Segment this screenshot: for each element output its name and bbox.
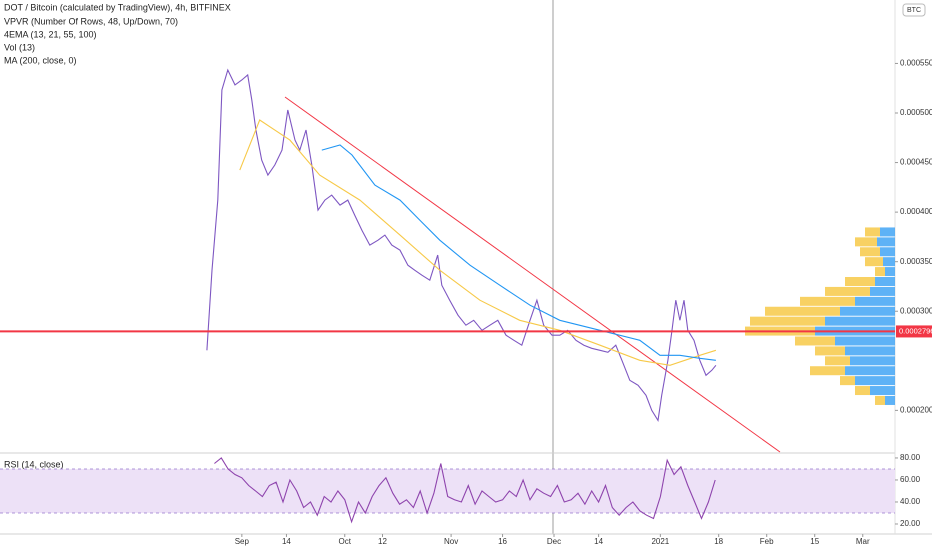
- volume-profile-down: [855, 376, 895, 386]
- x-tick-label: Mar: [856, 537, 870, 546]
- volume-profile-up: [865, 227, 880, 237]
- y-tick-label: 0.00035000: [900, 257, 932, 266]
- volume-profile-down: [870, 286, 895, 296]
- trend-line: [284, 96, 781, 453]
- y-tick-label: 60.00: [900, 475, 921, 484]
- y-tick-label: 0.00055000: [900, 59, 932, 68]
- y-tick-label: 0.00045000: [900, 158, 932, 167]
- volume-profile-up: [815, 346, 845, 356]
- price-label-box: [896, 325, 932, 338]
- price-label: 0.00027963: [899, 326, 932, 335]
- volume-profile-down: [845, 346, 895, 356]
- volume-profile-up: [825, 286, 870, 296]
- volume-profile-down: [880, 247, 895, 257]
- x-tick-label: Dec: [547, 537, 561, 546]
- volume-profile-down: [850, 356, 895, 366]
- x-tick-label: Oct: [339, 537, 352, 546]
- series-line: [206, 68, 717, 422]
- currency[interactable]: BTC: [907, 7, 921, 14]
- x-tick-label: 14: [282, 537, 291, 546]
- volume-profile-up: [825, 356, 850, 366]
- volume-profile-up: [865, 257, 883, 267]
- series-line: [239, 119, 717, 366]
- currency-badge[interactable]: [902, 3, 926, 17]
- y-tick-label: 0.00020000: [900, 405, 932, 414]
- volume-profile-down: [845, 366, 895, 376]
- chart-title: DOT / Bitcoin (calculated by TradingView…: [4, 2, 231, 12]
- x-tick-label: 16: [498, 537, 507, 546]
- x-tick-label: 18: [714, 537, 723, 546]
- x-tick-label: 2021: [651, 537, 669, 546]
- volume-profile-up: [855, 386, 870, 396]
- volume-profile-down: [883, 257, 895, 267]
- volume-profile-up: [840, 376, 855, 386]
- y-tick-label: 0.00040000: [900, 207, 932, 216]
- indicator: Vol (13): [4, 42, 35, 52]
- volume-profile-down: [835, 336, 895, 346]
- x-tick-label: 15: [810, 537, 819, 546]
- indicator: VPVR (Number Of Rows, 48, Up/Down, 70): [4, 16, 178, 26]
- y-tick-label: 80.00: [900, 453, 921, 462]
- volume-profile-up: [750, 316, 825, 326]
- series-line: [214, 457, 716, 524]
- indicator: 4EMA (13, 21, 55, 100): [4, 29, 97, 39]
- y-tick-label: 40.00: [900, 497, 921, 506]
- volume-profile-up: [855, 237, 877, 247]
- x-tick-label: 12: [378, 537, 387, 546]
- x-tick-label: 14: [594, 537, 603, 546]
- volume-profile-up: [875, 395, 885, 405]
- series-line: [321, 144, 716, 361]
- rsi-band: [0, 468, 895, 513]
- volume-profile-down: [870, 386, 895, 396]
- volume-profile-down: [885, 267, 895, 277]
- volume-profile-up: [795, 336, 835, 346]
- volume-profile-down: [885, 395, 895, 405]
- volume-profile-up: [810, 366, 845, 376]
- volume-profile-down: [840, 306, 895, 316]
- volume-profile-down: [825, 316, 895, 326]
- volume-profile-down: [877, 237, 895, 247]
- volume-profile-down: [875, 277, 895, 287]
- volume-profile-up: [860, 247, 880, 257]
- indicator: MA (200, close, 0): [4, 55, 77, 65]
- y-tick-label: 0.00030000: [900, 306, 932, 315]
- volume-profile-up: [845, 277, 875, 287]
- x-tick-label: Sep: [235, 537, 250, 546]
- rsi-title: RSI (14, close): [4, 459, 64, 469]
- y-tick-label: 0.00050000: [900, 108, 932, 117]
- volume-profile-down: [880, 227, 895, 237]
- volume-profile-down: [855, 296, 895, 306]
- volume-profile-up: [800, 296, 855, 306]
- volume-profile-up: [765, 306, 840, 316]
- volume-profile-up: [875, 267, 885, 277]
- x-tick-label: Feb: [760, 537, 774, 546]
- y-tick-label: 20.00: [900, 519, 921, 528]
- x-tick-label: Nov: [444, 537, 458, 546]
